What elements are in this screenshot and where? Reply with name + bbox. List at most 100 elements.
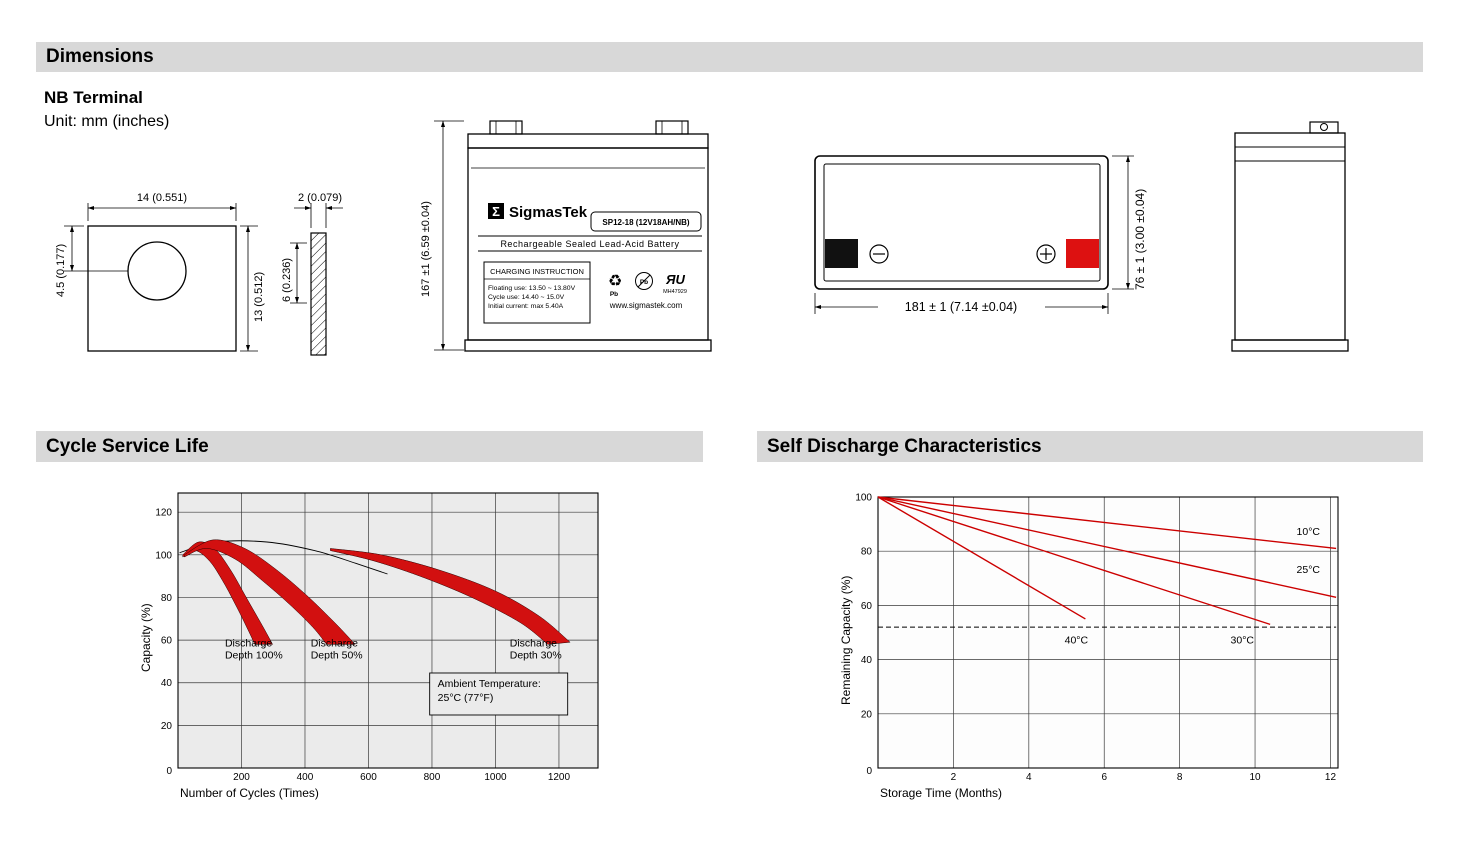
battery-side-view — [1231, 121, 1349, 352]
dim-terminal-width: 14 (0.551) — [137, 192, 187, 204]
envelope-curve — [179, 540, 388, 575]
dim-terminal-hole-offset: 4.5 (0.177) — [55, 244, 67, 297]
series-label: 40°C — [1065, 634, 1089, 646]
x-tick-label: 12 — [1325, 772, 1337, 783]
x-tick-label: 800 — [424, 772, 441, 783]
plus-mark-icon — [1036, 244, 1056, 264]
y-tick-label: 80 — [161, 593, 173, 604]
x-tick-label: 200 — [233, 772, 250, 783]
discharge-band-1 — [182, 541, 274, 645]
unit-note: Unit: mm (inches) — [44, 113, 170, 130]
section-header-self-discharge-label: Self Discharge Characteristics — [767, 435, 1042, 457]
y-tick-label: 60 — [161, 636, 173, 647]
dim-battery-depth: 76 ± 1 (3.00 ±0.04) — [1133, 189, 1147, 290]
negative-terminal — [825, 239, 858, 268]
terminal-side-view: 2 (0.079) 6 (0.236) — [281, 192, 343, 356]
discharge-band-2 — [184, 539, 356, 645]
series-line-30°C — [877, 496, 1271, 626]
dim-battery-length: 181 ± 1 (7.14 ±0.04) — [905, 300, 1017, 314]
y-axis-title: Capacity (%) — [139, 603, 153, 672]
x-tick-label: 1000 — [484, 772, 507, 783]
y-axis-title: Remaining Capacity (%) — [839, 576, 853, 705]
model-number: SP12-18 (12V18AH/NB) — [602, 218, 689, 227]
terminal-type-heading: NB Terminal — [44, 88, 143, 107]
ambient-note-line: 25°C (77°F) — [438, 692, 494, 704]
band-label: Discharge — [510, 637, 557, 649]
y-tick-label: 20 — [161, 721, 173, 732]
battery-type-line: Rechargeable Sealed Lead-Acid Battery — [500, 239, 679, 249]
series-label: 25°C — [1297, 564, 1321, 576]
dim-terminal-height: 13 (0.512) — [253, 272, 265, 322]
plot-border — [177, 492, 599, 769]
section-header-cycle-life-label: Cycle Service Life — [46, 435, 209, 457]
x-axis-title: Number of Cycles (Times) — [180, 786, 319, 800]
series-line-10°C — [877, 496, 1337, 550]
x-tick-label: 6 — [1101, 772, 1107, 783]
dim-terminal-thickness: 2 (0.079) — [298, 192, 342, 204]
y-tick-label: 100 — [855, 493, 872, 504]
brand-logo-sigma: Σ — [492, 204, 500, 219]
dim-terminal-side-height: 6 (0.236) — [281, 258, 293, 302]
x-tick-label: 600 — [360, 772, 377, 783]
plot-area — [178, 493, 598, 768]
pb-crossed-circle-icon — [635, 272, 653, 290]
series-label: 10°C — [1297, 526, 1321, 538]
charging-line-2: Cycle use: 14.40 ~ 15.0V — [488, 294, 565, 301]
x-tick-label: 4 — [1026, 772, 1032, 783]
section-header-dimensions-label: Dimensions — [46, 46, 154, 67]
series-line-40°C — [877, 496, 1086, 620]
discharge-band-3 — [330, 548, 571, 645]
band-label: Depth 30% — [510, 649, 562, 661]
y-tick-label: 40 — [861, 655, 873, 666]
x-tick-label: 1200 — [548, 772, 571, 783]
brand-name: SigmasTek — [509, 204, 588, 221]
charging-line-1: Floating use: 13.50 ~ 13.80V — [488, 285, 576, 292]
section-header-cycle-life: Cycle Service Life — [36, 431, 703, 462]
terminal-hole — [127, 241, 187, 301]
charging-instruction-box — [483, 261, 591, 324]
pb-label-2: Pb — [640, 279, 648, 286]
terminal-front-view: 14 (0.551) 4.5 (0.177) 13 (0.512) — [55, 192, 265, 352]
positive-terminal — [1066, 239, 1099, 268]
charging-line-3: Initial current: max 5.40A — [488, 303, 564, 310]
section-header-self-discharge: Self Discharge Characteristics — [757, 431, 1423, 462]
ambient-note-line: Ambient Temperature: — [438, 678, 541, 690]
recycle-icon: ♻ — [608, 273, 622, 290]
brand-logo-box — [488, 203, 504, 219]
x-tick-label: 8 — [1177, 772, 1183, 783]
x-tick-label: 10 — [1249, 772, 1261, 783]
x-tick-label: 2 — [951, 772, 957, 783]
band-label: Depth 50% — [311, 649, 363, 661]
section-header-dimensions: Dimensions — [36, 42, 1423, 72]
x-tick-label: 400 — [297, 772, 314, 783]
y-tick-label: 20 — [861, 709, 873, 720]
y-tick-label: 100 — [155, 550, 172, 561]
plot-border — [877, 496, 1339, 769]
y-tick-label: 60 — [861, 601, 873, 612]
origin-label: 0 — [866, 766, 872, 777]
band-label: Discharge — [311, 637, 358, 649]
dim-battery-height: 167 ±1 (6.59 ±0.04) — [420, 201, 432, 297]
y-tick-label: 80 — [861, 547, 873, 558]
pb-label-1: Pb — [610, 291, 618, 298]
band-label: Depth 100% — [225, 649, 283, 661]
charging-instruction-title: CHARGING INSTRUCTION — [490, 267, 584, 276]
series-label: 30°C — [1231, 634, 1255, 646]
y-tick-label: 40 — [161, 678, 173, 689]
ambient-note-box — [429, 672, 569, 716]
ul-recognized-icon: ЯU — [665, 272, 685, 287]
y-tick-label: 120 — [155, 508, 172, 519]
battery-front-view: 167 ±1 (6.59 ±0.04) Σ SigmasTek SP12-18 … — [420, 120, 712, 352]
series-line-25°C — [877, 496, 1337, 598]
battery-label: Σ SigmasTek SP12-18 (12V18AH/NB) Recharg… — [478, 203, 702, 324]
band-label: Discharge — [225, 637, 272, 649]
minus-mark-icon — [869, 244, 889, 264]
ul-file-number: MH47929 — [663, 289, 687, 295]
plot-area — [878, 497, 1338, 768]
website-text: www.sigmastek.com — [609, 301, 683, 310]
origin-label: 0 — [166, 766, 172, 777]
